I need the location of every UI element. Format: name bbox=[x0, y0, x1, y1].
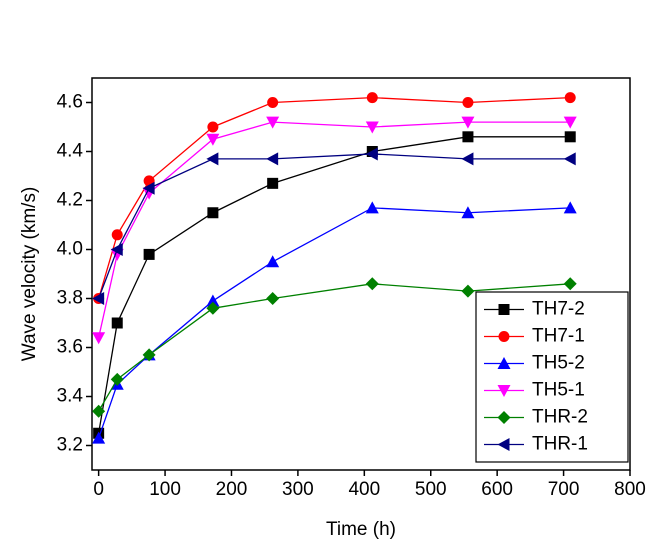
series-line bbox=[98, 136, 571, 434]
marker bbox=[110, 243, 123, 256]
marker bbox=[563, 152, 576, 166]
marker bbox=[461, 284, 475, 298]
plot-frame bbox=[91, 77, 631, 471]
legend-marker bbox=[497, 357, 511, 369]
legend-marker bbox=[497, 438, 510, 451]
x-tick-label: 800 bbox=[614, 479, 646, 500]
marker bbox=[206, 301, 220, 315]
marker bbox=[366, 92, 378, 104]
y-tick-label: 4.6 bbox=[57, 92, 83, 113]
marker bbox=[462, 97, 474, 108]
legend-label: TH7-2 bbox=[532, 299, 585, 320]
y-tick-label: 4.2 bbox=[57, 190, 83, 211]
marker bbox=[365, 201, 379, 214]
y-tick-label: 3.8 bbox=[57, 288, 83, 309]
marker bbox=[267, 177, 279, 189]
marker bbox=[142, 348, 156, 362]
legend-box bbox=[475, 291, 629, 463]
marker bbox=[266, 292, 280, 305]
y-axis-label: Wave velocity (km/s) bbox=[19, 187, 40, 362]
marker bbox=[207, 121, 219, 133]
marker bbox=[563, 201, 577, 214]
x-tick-label: 100 bbox=[149, 479, 181, 500]
x-tick-label: 0 bbox=[93, 479, 104, 500]
marker bbox=[92, 332, 106, 345]
legend-label: TH5-1 bbox=[532, 380, 585, 401]
marker bbox=[266, 255, 280, 268]
marker bbox=[365, 121, 379, 134]
marker bbox=[563, 277, 577, 291]
series-line bbox=[98, 153, 571, 299]
x-tick-label: 200 bbox=[216, 479, 248, 500]
marker bbox=[92, 292, 105, 305]
marker bbox=[267, 97, 279, 108]
marker bbox=[206, 152, 219, 166]
marker bbox=[143, 248, 155, 260]
legend-label: TH7-1 bbox=[532, 326, 585, 347]
marker bbox=[461, 152, 474, 166]
y-tick-label: 3.4 bbox=[57, 386, 84, 407]
marker bbox=[564, 131, 576, 143]
marker bbox=[564, 92, 576, 104]
x-tick-label: 400 bbox=[348, 479, 380, 500]
y-tick-label: 3.6 bbox=[57, 337, 83, 358]
legend-marker bbox=[498, 304, 510, 315]
marker bbox=[266, 116, 280, 129]
marker bbox=[563, 116, 577, 129]
legend-label: THR-2 bbox=[532, 407, 588, 428]
marker bbox=[365, 277, 379, 291]
legend-marker bbox=[498, 331, 510, 342]
y-tick-label: 4.0 bbox=[57, 239, 83, 260]
marker bbox=[207, 207, 219, 219]
marker bbox=[111, 229, 123, 241]
series-line bbox=[98, 283, 571, 412]
x-tick-label: 300 bbox=[282, 479, 314, 500]
legend-marker bbox=[497, 411, 511, 424]
legend-label: THR-1 bbox=[532, 434, 588, 455]
x-tick-label: 700 bbox=[548, 479, 580, 500]
marker bbox=[461, 116, 475, 129]
marker bbox=[92, 404, 106, 418]
series-line bbox=[98, 96, 571, 299]
x-tick-label: 600 bbox=[481, 479, 513, 500]
marker bbox=[206, 294, 220, 307]
marker bbox=[142, 181, 155, 195]
legend-marker bbox=[497, 385, 511, 397]
marker bbox=[111, 317, 123, 329]
y-tick-label: 4.4 bbox=[57, 141, 84, 162]
marker bbox=[462, 131, 474, 143]
marker bbox=[110, 372, 124, 386]
y-tick-label: 3.2 bbox=[57, 435, 83, 456]
x-tick-label: 500 bbox=[415, 479, 447, 500]
marker bbox=[206, 133, 220, 146]
marker bbox=[461, 206, 475, 219]
marker bbox=[266, 152, 279, 166]
marker bbox=[92, 431, 106, 444]
marker bbox=[365, 147, 378, 161]
x-axis-label: Time (h) bbox=[326, 519, 396, 540]
legend-label: TH5-2 bbox=[532, 353, 585, 374]
